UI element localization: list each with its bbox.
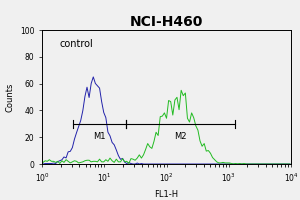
Text: control: control (59, 39, 93, 49)
Y-axis label: Counts: Counts (5, 82, 14, 112)
Title: NCI-H460: NCI-H460 (130, 15, 203, 29)
Text: M1: M1 (93, 132, 106, 141)
Text: M2: M2 (174, 132, 187, 141)
X-axis label: FL1-H: FL1-H (154, 190, 178, 199)
